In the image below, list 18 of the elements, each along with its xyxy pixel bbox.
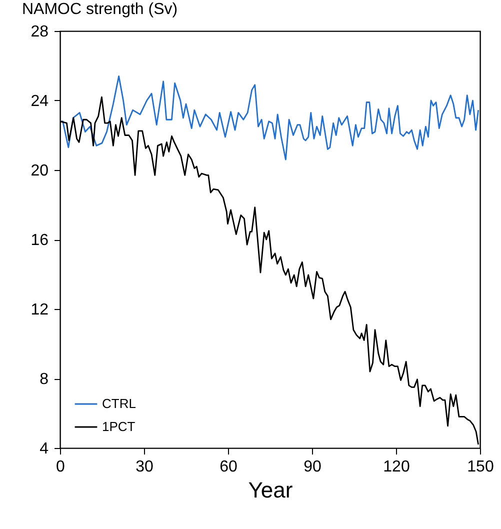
x-tick-label: 30 (136, 458, 154, 476)
x-tick-label: 0 (56, 458, 66, 476)
y-tick-label: 24 (30, 93, 49, 110)
chart-title: NAMOC strength (Sv) (22, 1, 178, 18)
x-tick-label: 90 (304, 458, 322, 476)
x-tick-label: 60 (220, 458, 238, 476)
y-tick-label: 20 (30, 162, 49, 180)
legend-label: 1PCT (102, 419, 136, 434)
y-tick-label: 12 (30, 302, 49, 318)
legend-label: CTRL (102, 396, 136, 411)
y-tick-label: 28 (30, 24, 49, 40)
x-axis-title: Year (248, 478, 293, 502)
x-tick-label: 150 (467, 458, 494, 476)
y-tick-label: 8 (40, 371, 49, 388)
line-series (60, 75, 480, 160)
x-tick-label: 120 (383, 458, 410, 476)
y-tick-label: 4 (40, 440, 49, 458)
y-tick-label: 16 (30, 232, 49, 249)
